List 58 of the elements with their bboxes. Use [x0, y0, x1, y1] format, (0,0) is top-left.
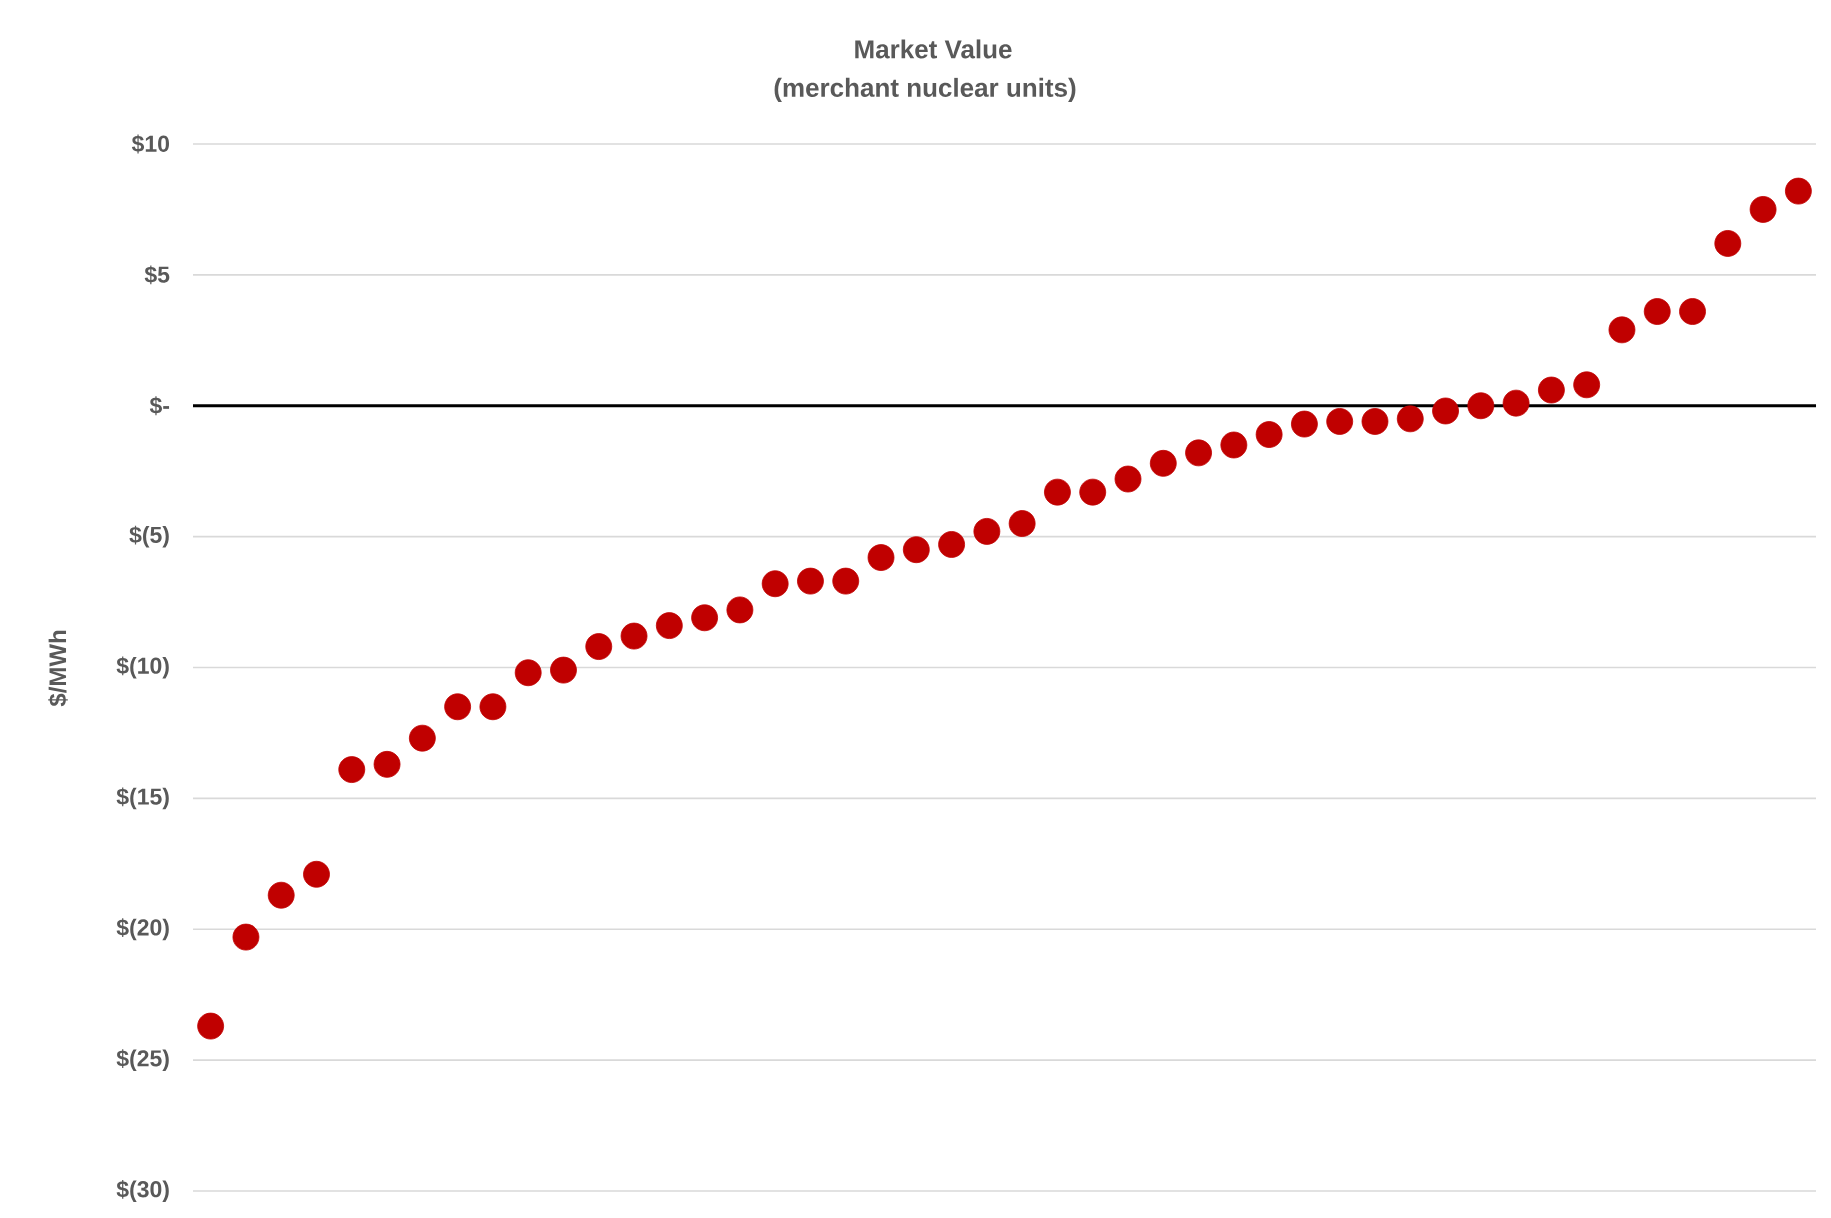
y-tick-label: $-	[149, 396, 170, 416]
point	[585, 633, 613, 660]
point	[1255, 421, 1283, 448]
point	[303, 860, 330, 888]
point	[1220, 431, 1248, 459]
y-tick-label: $(25)	[116, 1049, 169, 1072]
point	[938, 531, 965, 558]
point	[1714, 230, 1742, 257]
y-tick-label: $(10)	[116, 656, 169, 679]
point	[373, 750, 401, 778]
y-tick-label: $(15)	[116, 787, 169, 810]
point	[1185, 439, 1212, 467]
y-tick-label: $(5)	[129, 525, 169, 548]
point	[1502, 389, 1530, 417]
point	[479, 693, 507, 721]
point	[902, 536, 930, 564]
point	[726, 596, 754, 624]
point	[1467, 392, 1495, 420]
point	[797, 567, 824, 595]
point	[655, 612, 683, 640]
point	[1008, 510, 1036, 537]
point	[514, 659, 542, 687]
point	[1149, 449, 1177, 477]
point	[408, 724, 436, 752]
point	[1291, 410, 1318, 438]
point	[867, 544, 895, 571]
chart-subtitle: (merchant nuclear units)	[774, 77, 1076, 103]
point	[1396, 405, 1424, 433]
point	[1573, 371, 1601, 399]
point	[1679, 298, 1706, 325]
point	[1608, 316, 1636, 344]
point	[267, 881, 295, 909]
y-tick-label: $(30)	[116, 1180, 169, 1202]
y-tick-label: $(20)	[116, 918, 169, 941]
y-tick-label: $10	[131, 134, 170, 154]
point	[761, 570, 789, 598]
point	[232, 923, 260, 951]
point	[1432, 397, 1459, 425]
y-tick-label: $5	[144, 265, 170, 285]
point	[550, 656, 577, 684]
point	[1749, 196, 1777, 223]
point	[1643, 298, 1671, 325]
point	[338, 756, 366, 783]
chart-title: Market Value	[855, 39, 1012, 59]
point	[620, 622, 648, 650]
point	[197, 1012, 225, 1040]
point	[1784, 177, 1812, 205]
point	[1326, 408, 1354, 435]
point	[832, 567, 860, 595]
point	[1044, 478, 1071, 506]
point	[691, 604, 718, 632]
point	[1079, 478, 1107, 506]
point	[1361, 408, 1389, 435]
point	[1114, 465, 1142, 493]
y-axis-title: $/MWh	[48, 630, 68, 707]
point	[444, 693, 472, 721]
point	[973, 517, 1001, 545]
point	[1537, 376, 1565, 404]
